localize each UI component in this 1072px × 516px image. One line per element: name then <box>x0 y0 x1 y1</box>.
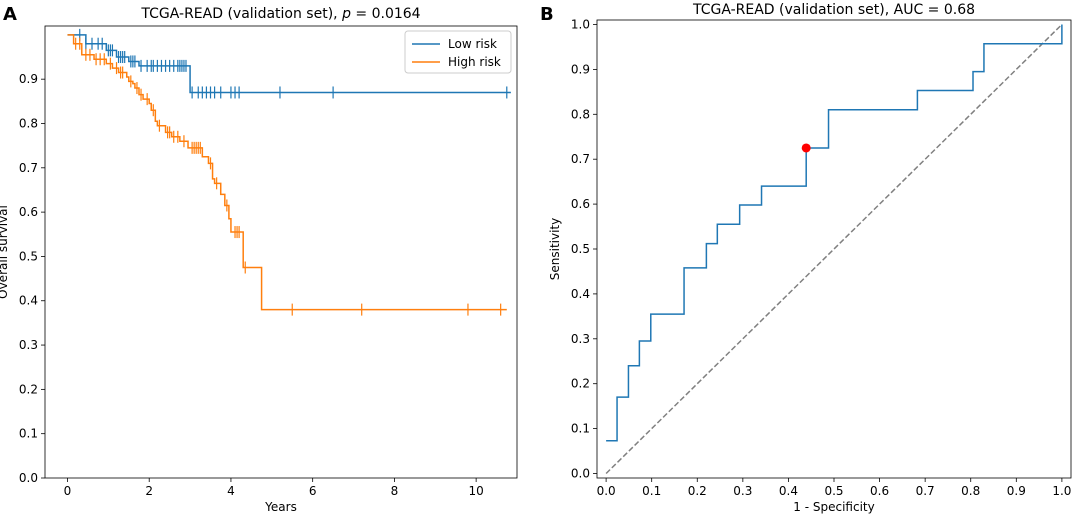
chart-title: TCGA-READ (validation set), p = 0.0164 <box>140 6 420 22</box>
y-tick-label: 0.3 <box>19 338 38 352</box>
x-tick-label: 0.2 <box>688 484 707 498</box>
y-tick-label: 0.9 <box>19 72 38 86</box>
x-tick-label: 0.3 <box>733 484 752 498</box>
chart-title: TCGA-READ (validation set), AUC = 0.68 <box>692 2 975 18</box>
y-tick-label: 0.6 <box>19 205 38 219</box>
y-tick-label: 0.4 <box>19 294 38 308</box>
x-tick-label: 0.6 <box>870 484 889 498</box>
legend: Low risk High risk <box>404 30 512 74</box>
legend-label: High risk <box>448 55 501 69</box>
x-tick-label: 4 <box>227 484 235 498</box>
x-tick-label: 6 <box>309 484 317 498</box>
y-tick-label: 0.2 <box>19 382 38 396</box>
chance-diagonal <box>605 23 1063 475</box>
x-axis-label: 1 - Specificity <box>793 500 874 514</box>
y-tick-label: 0.0 <box>571 467 590 481</box>
x-tick-label: 1.0 <box>1052 484 1071 498</box>
y-tick-label: 0.5 <box>571 242 590 256</box>
x-tick-label: 8 <box>391 484 399 498</box>
y-tick-label: 0.5 <box>19 249 38 263</box>
x-tick-label: 10 <box>468 484 483 498</box>
plot-frame <box>44 25 518 479</box>
y-tick-label: 0.0 <box>19 471 38 485</box>
panel-label-b: B <box>540 4 554 25</box>
y-axis-label: Overall survival <box>0 205 10 299</box>
optimal-cutoff-point <box>801 143 811 153</box>
x-axis-label: Years <box>264 500 297 514</box>
y-tick-label: 0.7 <box>19 161 38 175</box>
y-tick-label: 1.0 <box>571 17 590 31</box>
x-tick-label: 0.8 <box>961 484 980 498</box>
x-tick-label: 0.0 <box>597 484 616 498</box>
x-tick-label: 0.4 <box>779 484 798 498</box>
survival-curve-high-risk <box>67 34 507 311</box>
y-tick-label: 0.1 <box>571 422 590 436</box>
y-tick-label: 0.4 <box>571 287 590 301</box>
y-tick-label: 0.8 <box>571 107 590 121</box>
y-tick-label: 0.7 <box>571 152 590 166</box>
x-tick-label: 0 <box>64 484 72 498</box>
x-tick-label: 0.5 <box>824 484 843 498</box>
x-tick-label: 0.1 <box>642 484 661 498</box>
y-tick-label: 0.3 <box>571 332 590 346</box>
y-tick-label: 0.9 <box>571 62 590 76</box>
legend-label: Low risk <box>448 37 497 51</box>
y-tick-label: 0.6 <box>571 197 590 211</box>
y-tick-label: 0.2 <box>571 377 590 391</box>
x-tick-label: 0.7 <box>916 484 935 498</box>
plot-frame <box>596 19 1072 479</box>
x-tick-label: 0.9 <box>1007 484 1026 498</box>
y-tick-label: 0.1 <box>19 427 38 441</box>
panel-label-a: A <box>3 4 17 25</box>
x-tick-label: 2 <box>145 484 153 498</box>
y-tick-label: 0.8 <box>19 116 38 130</box>
y-axis-label: Sensitivity <box>548 218 562 280</box>
roc-curve <box>606 24 1063 442</box>
